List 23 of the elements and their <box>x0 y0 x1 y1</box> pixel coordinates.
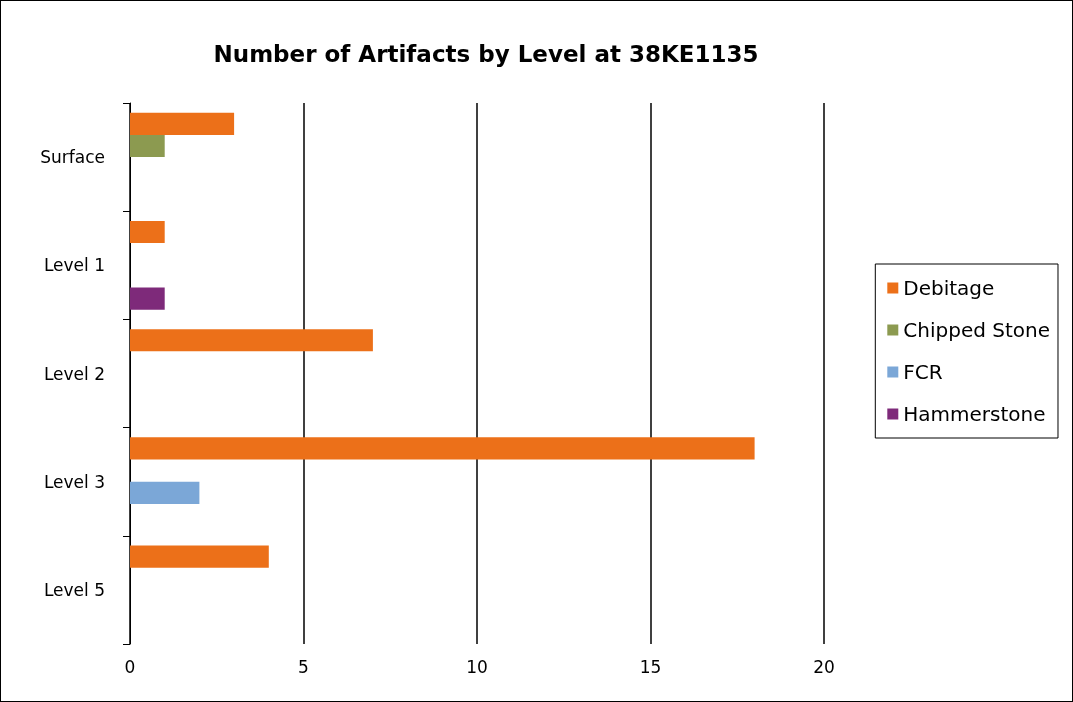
x-tick-label: 10 <box>466 656 488 677</box>
y-tick-label: Level 1 <box>43 255 105 276</box>
x-tick-label: 0 <box>124 656 136 677</box>
x-tick-label: 15 <box>639 656 662 677</box>
bar <box>130 220 165 244</box>
x-tick-label: 20 <box>813 656 835 677</box>
legend-label: Debitage <box>903 276 995 300</box>
bar <box>130 481 200 504</box>
x-tick-label: 5 <box>298 656 309 677</box>
bar <box>130 134 165 158</box>
chart-title: Number of Artifacts by Level at 38KE1135 <box>213 40 759 67</box>
bar <box>130 545 269 568</box>
y-tick-label: Surface <box>40 147 105 168</box>
bar <box>130 437 755 460</box>
legend-label: FCR <box>903 360 943 384</box>
bar <box>130 287 165 310</box>
y-tick-label: Level 3 <box>43 471 105 492</box>
legend-label: Hammerstone <box>903 402 1046 426</box>
legend-label: Chipped Stone <box>903 318 1050 342</box>
y-tick-label: Level 2 <box>43 363 105 384</box>
bar <box>130 112 235 135</box>
y-tick-label: Level 5 <box>43 579 105 600</box>
bar <box>130 329 373 352</box>
